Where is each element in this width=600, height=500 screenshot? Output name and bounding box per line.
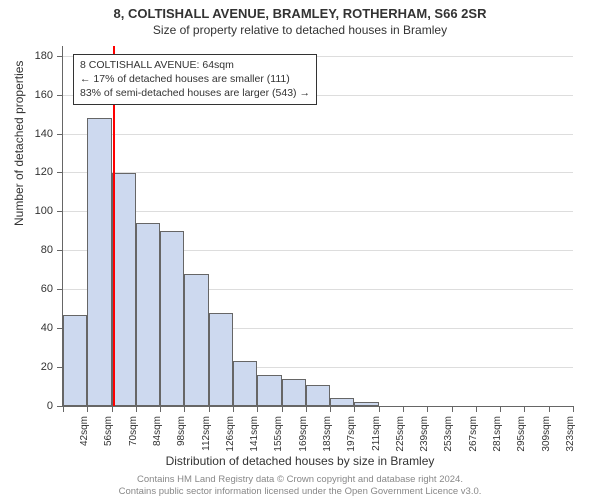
histogram-bar bbox=[209, 313, 233, 406]
x-tick-label: 155sqm bbox=[273, 416, 284, 452]
x-tick bbox=[549, 406, 550, 412]
x-tick-label: 84sqm bbox=[152, 416, 163, 446]
y-tick-label: 140 bbox=[35, 128, 63, 140]
y-tick-label: 80 bbox=[41, 244, 63, 256]
histogram-bar bbox=[184, 274, 208, 406]
y-axis-title: Number of detached properties bbox=[12, 61, 26, 226]
histogram-bar bbox=[257, 375, 281, 406]
x-tick bbox=[257, 406, 258, 412]
x-tick bbox=[233, 406, 234, 412]
x-tick bbox=[476, 406, 477, 412]
x-tick-label: 211sqm bbox=[371, 416, 382, 451]
page-title: 8, COLTISHALL AVENUE, BRAMLEY, ROTHERHAM… bbox=[0, 0, 600, 21]
x-tick bbox=[306, 406, 307, 412]
histogram-bar bbox=[282, 379, 306, 406]
y-tick-label: 160 bbox=[35, 89, 63, 101]
histogram-bar bbox=[63, 315, 87, 406]
x-tick bbox=[136, 406, 137, 412]
histogram-bar bbox=[160, 231, 184, 406]
footer-line-2: Contains public sector information licen… bbox=[0, 486, 600, 498]
annotation-box: 8 COLTISHALL AVENUE: 64sqm ← 17% of deta… bbox=[73, 54, 317, 105]
x-tick-label: 42sqm bbox=[79, 416, 90, 446]
y-tick-label: 120 bbox=[35, 166, 63, 178]
histogram-bar bbox=[136, 223, 160, 406]
y-tick-label: 60 bbox=[41, 283, 63, 295]
x-tick bbox=[282, 406, 283, 412]
y-tick-label: 20 bbox=[41, 361, 63, 373]
x-tick bbox=[160, 406, 161, 412]
page-subtitle: Size of property relative to detached ho… bbox=[0, 23, 600, 37]
x-tick-label: 98sqm bbox=[176, 416, 187, 446]
x-tick bbox=[427, 406, 428, 412]
x-tick-label: 323sqm bbox=[565, 416, 576, 452]
y-tick-label: 0 bbox=[47, 400, 63, 412]
x-tick bbox=[379, 406, 380, 412]
histogram-bar bbox=[330, 398, 354, 406]
histogram-bar bbox=[87, 118, 111, 406]
footer-line-1: Contains HM Land Registry data © Crown c… bbox=[0, 474, 600, 486]
x-tick-label: 183sqm bbox=[322, 416, 333, 452]
x-tick-label: 126sqm bbox=[225, 416, 236, 452]
histogram-bar bbox=[354, 402, 378, 406]
chart-container: 8, COLTISHALL AVENUE, BRAMLEY, ROTHERHAM… bbox=[0, 0, 600, 500]
annotation-line-2: ← 17% of detached houses are smaller (11… bbox=[80, 72, 310, 86]
histogram-bar bbox=[306, 385, 330, 406]
x-tick-label: 197sqm bbox=[346, 416, 357, 452]
x-tick-label: 56sqm bbox=[103, 416, 114, 446]
x-tick bbox=[500, 406, 501, 412]
x-tick-label: 239sqm bbox=[419, 416, 430, 452]
x-axis-title: Distribution of detached houses by size … bbox=[0, 454, 600, 468]
x-tick-label: 281sqm bbox=[492, 416, 503, 452]
x-tick-label: 141sqm bbox=[249, 416, 260, 452]
x-tick bbox=[573, 406, 574, 412]
x-tick-label: 169sqm bbox=[298, 416, 309, 452]
x-tick bbox=[330, 406, 331, 412]
x-tick bbox=[112, 406, 113, 412]
y-tick-label: 100 bbox=[35, 205, 63, 217]
x-tick bbox=[354, 406, 355, 412]
x-tick bbox=[524, 406, 525, 412]
grid-line bbox=[63, 134, 573, 135]
y-tick-label: 40 bbox=[41, 322, 63, 334]
histogram-bar bbox=[112, 173, 136, 407]
x-tick-label: 309sqm bbox=[541, 416, 552, 452]
x-tick-label: 112sqm bbox=[201, 416, 212, 451]
annotation-line-3: 83% of semi-detached houses are larger (… bbox=[80, 86, 310, 100]
x-tick-label: 295sqm bbox=[516, 416, 527, 452]
annotation-line-1: 8 COLTISHALL AVENUE: 64sqm bbox=[80, 58, 310, 72]
x-tick bbox=[63, 406, 64, 412]
grid-line bbox=[63, 172, 573, 173]
x-tick bbox=[87, 406, 88, 412]
y-tick-label: 180 bbox=[35, 50, 63, 62]
chart-plot-area: 8 COLTISHALL AVENUE: 64sqm ← 17% of deta… bbox=[62, 46, 573, 407]
footer-attribution: Contains HM Land Registry data © Crown c… bbox=[0, 474, 600, 498]
x-tick-label: 70sqm bbox=[128, 416, 139, 446]
x-tick bbox=[209, 406, 210, 412]
x-tick bbox=[452, 406, 453, 412]
x-tick bbox=[403, 406, 404, 412]
x-tick bbox=[184, 406, 185, 412]
histogram-bar bbox=[233, 361, 257, 406]
x-tick-label: 267sqm bbox=[468, 416, 479, 452]
x-tick-label: 225sqm bbox=[395, 416, 406, 452]
grid-line bbox=[63, 211, 573, 212]
x-tick-label: 253sqm bbox=[443, 416, 454, 452]
